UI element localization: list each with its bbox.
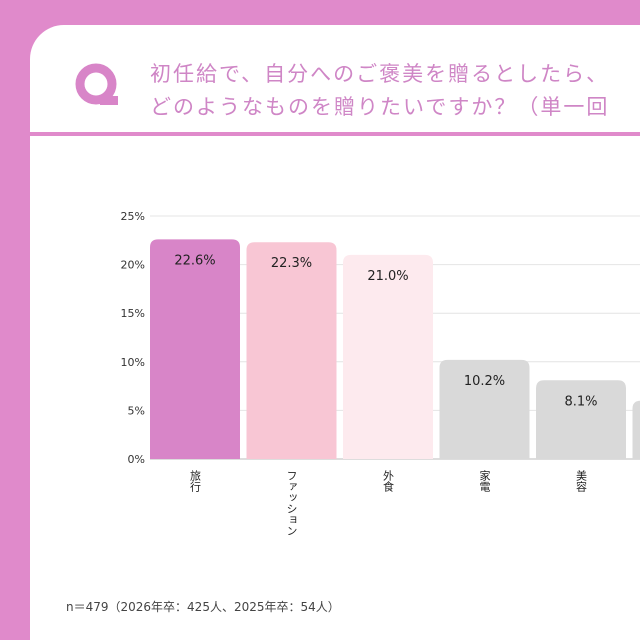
y-tick-label: 20% <box>121 259 145 272</box>
bar <box>150 239 240 459</box>
bar <box>439 359 530 459</box>
bar <box>246 242 337 459</box>
y-tick-label: 25% <box>121 210 145 223</box>
y-tick-label: 10% <box>121 356 145 369</box>
category-label: 旅行 <box>189 469 202 493</box>
category-label: 外食 <box>382 470 395 493</box>
bar <box>536 380 626 459</box>
bar <box>632 400 640 459</box>
y-tick-label: 5% <box>128 404 145 417</box>
question-title: 初任給で、自分へのご褒美を贈るとしたら、 どのようなものを贈りたいですか？（単一… <box>150 58 640 124</box>
data-label: 22.6% <box>174 253 215 268</box>
y-tick-label: 0% <box>128 453 145 466</box>
title-line-2: どのようなものを贈りたいですか？（単一回 <box>150 95 610 119</box>
data-label: 10.2% <box>464 374 505 389</box>
data-label: 8.1% <box>564 394 597 409</box>
header-divider <box>30 132 640 136</box>
category-label: 家電 <box>478 469 491 492</box>
sample-size-note: n＝479（2026年卒：425人、2025年卒：54人） <box>66 600 340 614</box>
bar <box>343 254 433 459</box>
category-label: 美容 <box>575 470 588 493</box>
data-label: 22.3% <box>271 256 312 271</box>
y-tick-label: 15% <box>121 307 145 320</box>
title-line-1: 初任給で、自分へのご褒美を贈るとしたら、 <box>150 62 610 86</box>
category-label: ファッション <box>285 470 298 536</box>
data-label: 21.0% <box>367 269 408 284</box>
q-logo-icon <box>75 63 118 105</box>
